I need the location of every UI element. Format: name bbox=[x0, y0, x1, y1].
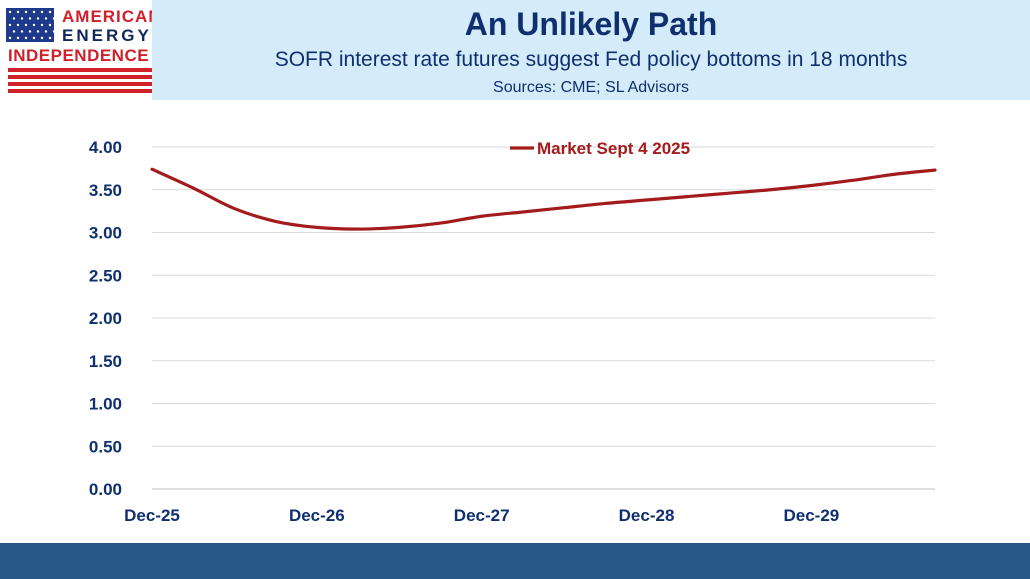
chart-subtitle: SOFR interest rate futures suggest Fed p… bbox=[274, 48, 908, 71]
footer-bar bbox=[0, 543, 1030, 579]
flag-star bbox=[48, 10, 52, 14]
flag-star bbox=[16, 23, 20, 27]
y-tick-label: 4.00 bbox=[89, 138, 122, 157]
x-tick-label: Dec-29 bbox=[783, 506, 839, 525]
flag-star bbox=[8, 36, 12, 40]
flag-star bbox=[8, 23, 12, 27]
logo-line-american: AMERICAN bbox=[62, 7, 162, 26]
header-band bbox=[152, 0, 1030, 100]
series-line bbox=[150, 167, 937, 231]
flag-star bbox=[32, 23, 36, 27]
flag-star bbox=[20, 17, 24, 20]
logo: AMERICAN ENERGY INDEPENDENCE bbox=[0, 0, 161, 100]
x-axis: Dec-25 Dec-26 Dec-27 Dec-28 Dec-29 bbox=[124, 488, 935, 525]
flag-star bbox=[28, 17, 32, 20]
flag-star bbox=[44, 30, 48, 33]
y-tick-label: 3.50 bbox=[89, 181, 122, 200]
logo-line-independence: INDEPENDENCE bbox=[8, 46, 150, 65]
flag-star bbox=[40, 23, 44, 27]
flag-star bbox=[48, 23, 52, 27]
flag-star bbox=[36, 17, 40, 20]
flag-star bbox=[52, 17, 54, 20]
line-chart: 0.00 0.50 1.00 1.50 2.00 2.50 3.00 3.50 4.00 Dec… bbox=[89, 138, 937, 525]
y-tick-label: 2.50 bbox=[89, 266, 122, 285]
flag-star bbox=[16, 10, 20, 14]
y-tick-label: 2.00 bbox=[89, 309, 122, 328]
y-axis: 0.00 0.50 1.00 1.50 2.00 2.50 3.00 3.50 4.00 bbox=[89, 138, 122, 499]
flag-star bbox=[52, 30, 54, 33]
flag-star bbox=[40, 36, 44, 40]
y-tick-label: 0.00 bbox=[89, 480, 122, 499]
legend-label: Market Sept 4 2025 bbox=[537, 139, 690, 158]
flag-star bbox=[8, 10, 12, 14]
flag-star bbox=[24, 36, 28, 40]
flag-star bbox=[16, 36, 20, 40]
gridlines bbox=[152, 146, 935, 490]
flag-star bbox=[32, 36, 36, 40]
series-layer bbox=[150, 167, 937, 231]
chart-title: An Unlikely Path bbox=[464, 6, 718, 42]
y-tick-label: 1.50 bbox=[89, 352, 122, 371]
legend: Market Sept 4 2025 bbox=[510, 139, 690, 158]
flag-star bbox=[40, 10, 44, 14]
flag-star bbox=[12, 30, 16, 33]
chart-sources: Sources: CME; SL Advisors bbox=[493, 79, 689, 96]
flag-star bbox=[48, 36, 52, 40]
y-tick-label: 3.00 bbox=[89, 224, 122, 243]
x-tick-label: Dec-27 bbox=[454, 506, 510, 525]
flag-star bbox=[24, 23, 28, 27]
logo-stripes bbox=[8, 68, 152, 93]
y-tick-label: 0.50 bbox=[89, 437, 122, 456]
x-tick-label: Dec-28 bbox=[619, 506, 675, 525]
x-tick-label: Dec-26 bbox=[289, 506, 345, 525]
logo-line-energy: ENERGY bbox=[62, 26, 152, 45]
x-tick-label: Dec-25 bbox=[124, 506, 180, 525]
flag-star bbox=[28, 30, 32, 33]
flag-star bbox=[36, 30, 40, 33]
flag-star bbox=[12, 17, 16, 20]
us-flag-icon bbox=[6, 8, 54, 42]
flag-star bbox=[44, 17, 48, 20]
flag-star bbox=[20, 30, 24, 33]
y-tick-label: 1.00 bbox=[89, 395, 122, 414]
flag-star bbox=[24, 10, 28, 14]
flag-star bbox=[32, 10, 36, 14]
